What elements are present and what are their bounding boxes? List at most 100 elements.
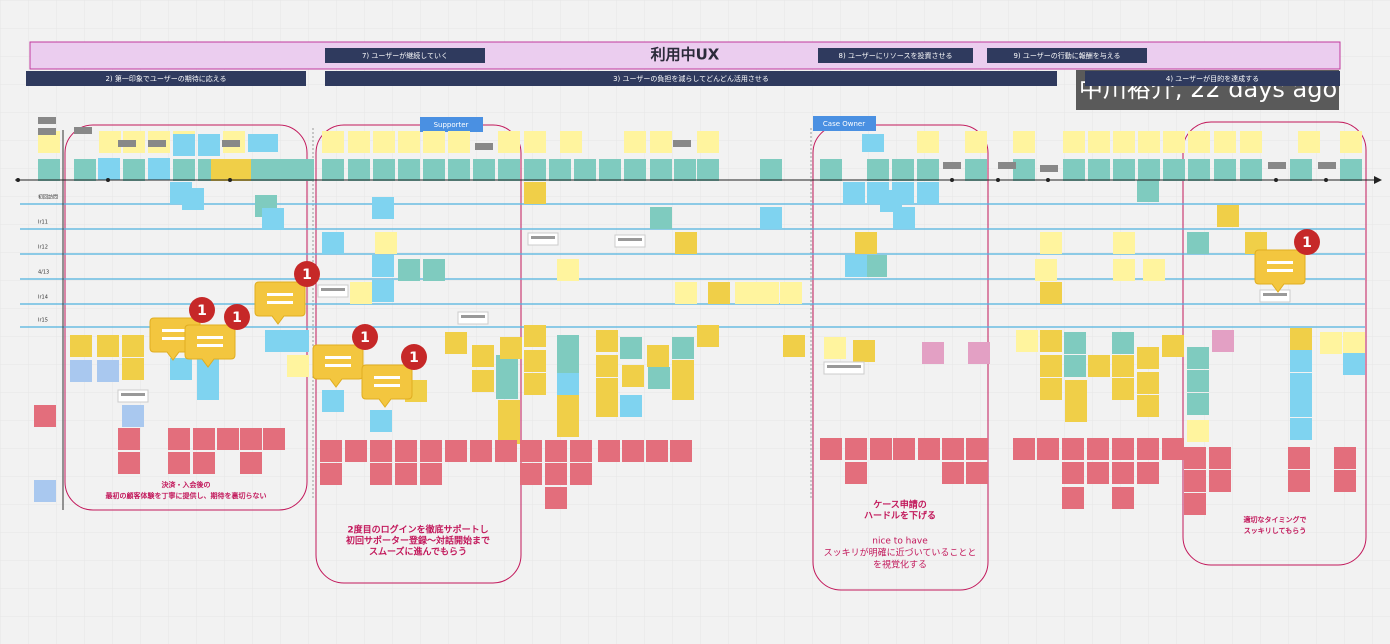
sticky-note — [198, 134, 220, 156]
sticky-note — [1112, 332, 1134, 354]
sticky-note — [1290, 395, 1312, 417]
comment-count: 1 — [360, 330, 370, 346]
sticky-note — [122, 405, 144, 427]
mini-card — [673, 140, 691, 147]
lane-label: Ir14 — [38, 295, 48, 301]
comment-line — [325, 356, 351, 359]
sticky-note — [646, 440, 668, 462]
sticky-note — [70, 360, 92, 382]
sticky-note — [287, 330, 309, 352]
sticky-note — [118, 452, 140, 474]
sticky-note — [1290, 159, 1312, 181]
sticky-note — [845, 438, 867, 460]
sticky-note — [820, 438, 842, 460]
mini-card — [222, 140, 240, 147]
sticky-note — [1087, 438, 1109, 460]
sticky-note — [1113, 131, 1135, 153]
sticky-note — [650, 207, 672, 229]
sticky-note — [173, 134, 195, 156]
sticky-note — [524, 131, 546, 153]
sticky-note — [240, 452, 262, 474]
sticky-note — [845, 462, 867, 484]
sticky-note — [598, 440, 620, 462]
stage-label: 9) ユーザーの行動に報酬を与える — [1013, 51, 1120, 60]
sticky-note — [1088, 159, 1110, 181]
sticky-note — [74, 159, 96, 181]
sticky-note — [520, 440, 542, 462]
sticky-note — [1013, 438, 1035, 460]
sticky-note — [570, 440, 592, 462]
sticky-note — [1240, 131, 1262, 153]
sticky-note — [820, 159, 842, 181]
group-note: スッキリが明確に近づいていることと — [824, 547, 977, 559]
sticky-note — [865, 255, 887, 277]
comment-badge — [1294, 229, 1320, 255]
comment-line — [197, 344, 223, 347]
sticky-note — [498, 400, 520, 422]
group-caption: スムーズに進んでもらう — [369, 546, 467, 558]
sticky-note — [697, 131, 719, 153]
sticky-note — [672, 378, 694, 400]
sticky-note — [922, 342, 944, 364]
sticky-note — [1298, 131, 1320, 153]
sticky-note — [320, 440, 342, 462]
sticky-note — [1187, 347, 1209, 369]
comment-line — [162, 329, 188, 332]
sticky-note — [448, 131, 470, 153]
sticky-note — [1064, 332, 1086, 354]
sticky-note — [375, 232, 397, 254]
card-bar — [827, 365, 861, 368]
sticky-note — [1088, 131, 1110, 153]
sticky-note — [1087, 462, 1109, 484]
comment-line — [325, 364, 351, 367]
timeline-dot — [228, 178, 232, 182]
mini-card — [1318, 162, 1336, 169]
sticky-note — [596, 330, 618, 352]
sticky-note — [1184, 493, 1206, 515]
card-bar — [461, 315, 485, 318]
sticky-note — [1112, 355, 1134, 377]
card-bar — [121, 393, 145, 396]
sticky-note — [965, 159, 987, 181]
sticky-note — [1040, 355, 1062, 377]
sticky-note — [1187, 420, 1209, 442]
sticky-note — [892, 159, 914, 181]
sticky-note — [647, 345, 669, 367]
sticky-note — [240, 428, 262, 450]
group-caption: スッキリしてもらう — [1244, 526, 1306, 535]
sticky-note — [624, 131, 646, 153]
stage-header — [987, 48, 1147, 63]
role-tag — [813, 116, 876, 131]
sticky-note — [1143, 259, 1165, 281]
sticky-note — [1112, 438, 1134, 460]
group-caption: ハードルを下げる — [864, 510, 936, 522]
mini-card — [74, 127, 92, 134]
stage-label: 7) ユーザーが継続していく — [362, 51, 448, 60]
sticky-note — [880, 190, 902, 212]
sticky-note — [423, 259, 445, 281]
sticky-note — [1209, 447, 1231, 469]
sticky-note — [118, 428, 140, 450]
sticky-note — [574, 159, 596, 181]
group-caption: 2度目のログインを徹底サポートし — [347, 524, 488, 536]
sticky-note — [287, 355, 309, 377]
timeline-dot — [16, 178, 20, 182]
sticky-note — [966, 438, 988, 460]
sticky-note — [893, 207, 915, 229]
sticky-note — [1137, 372, 1159, 394]
sticky-note — [498, 422, 520, 444]
sticky-note — [320, 463, 342, 485]
sticky-note — [524, 182, 546, 204]
stage-label: 2) 第一印象でユーザーの期待に応える — [105, 74, 226, 83]
sticky-note — [34, 480, 56, 502]
sticky-note — [445, 332, 467, 354]
sticky-note — [672, 360, 694, 382]
sticky-note — [1290, 418, 1312, 440]
comment-badge — [401, 344, 427, 370]
sticky-note — [942, 462, 964, 484]
sticky-note — [1343, 353, 1365, 375]
sticky-note — [373, 131, 395, 153]
sticky-note — [1063, 131, 1085, 153]
sticky-note — [193, 452, 215, 474]
sticky-note — [599, 159, 621, 181]
